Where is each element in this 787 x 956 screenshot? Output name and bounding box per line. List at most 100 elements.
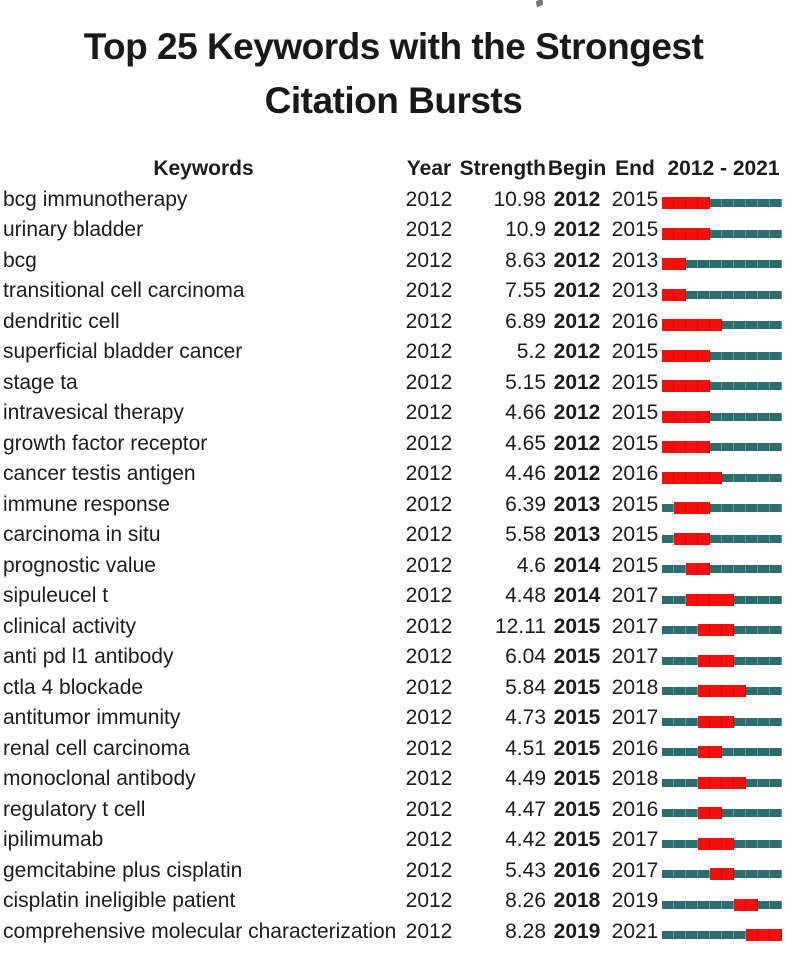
table-row: stage ta 2012 5.15 2012 2015: [0, 367, 787, 398]
strength-cell: 4.51: [505, 736, 546, 760]
timeline-bar: [662, 258, 782, 270]
strength-cell: 4.48: [505, 584, 546, 608]
begin-cell: 2018: [553, 889, 601, 913]
strength-cell: 5.15: [505, 370, 546, 394]
strength-cell: 4.66: [505, 401, 546, 425]
begin-cell: 2012: [553, 218, 601, 242]
burst-segment: [662, 380, 710, 392]
year-cell: 2012: [405, 584, 453, 608]
table-row: antitumor immunity 2012 4.73 2015 2017: [0, 703, 787, 734]
year-cell: 2012: [405, 553, 453, 577]
timeline-bar: [662, 929, 782, 941]
timeline-cell: [662, 184, 785, 215]
end-cell: 2015: [611, 340, 659, 364]
begin-cell: 2014: [553, 553, 601, 577]
timeline-bar: [662, 898, 782, 911]
year-cell: 2012: [405, 218, 453, 242]
burst-table: Keywords Year Strength Begin End 2012 - …: [0, 152, 787, 947]
table-row: sipuleucel t 2012 4.48 2014 2017: [0, 581, 787, 612]
timeline-bar: [662, 837, 782, 850]
burst-segment: [710, 868, 734, 880]
strength-cell: 8.26: [505, 889, 546, 913]
timeline-bar: [662, 776, 782, 789]
begin-cell: 2015: [553, 675, 601, 699]
strength-cell: 4.42: [505, 828, 546, 852]
begin-cell: 2012: [553, 309, 601, 333]
keyword-cell: sipuleucel t: [3, 584, 109, 608]
timeline-cell: [662, 367, 785, 398]
table-row: clinical activity 2012 12.11 2015 2017: [0, 611, 787, 642]
timeline-cell: [662, 764, 785, 795]
strength-cell: 6.39: [505, 492, 546, 516]
year-cell: 2012: [405, 279, 453, 303]
strength-cell: 5.58: [505, 523, 546, 547]
timeline-cell: [662, 550, 785, 581]
keyword-cell: carcinoma in situ: [3, 523, 161, 547]
year-cell: 2012: [405, 797, 453, 821]
keyword-cell: bcg: [3, 248, 37, 272]
timeline-cell: [662, 489, 785, 520]
end-cell: 2015: [611, 370, 659, 394]
table-body: bcg immunotherapy 2012 10.98 2012 2015 u…: [0, 184, 787, 947]
year-cell: 2012: [405, 187, 453, 211]
timeline-cell: [662, 733, 785, 764]
keyword-cell: urinary bladder: [3, 218, 144, 242]
strength-cell: 5.84: [505, 675, 546, 699]
keyword-cell: ipilimumab: [3, 828, 104, 852]
table-header-row: Keywords Year Strength Begin End 2012 - …: [0, 152, 787, 184]
keyword-cell: regulatory t cell: [3, 797, 146, 821]
timeline-bar: [662, 685, 782, 697]
begin-cell: 2015: [553, 736, 601, 760]
timeline-cell: [662, 825, 785, 856]
table-row: renal cell carcinoma 2012 4.51 2015 2016: [0, 733, 787, 764]
timeline-bar: [662, 197, 782, 209]
keyword-cell: comprehensive molecular characterization: [3, 919, 397, 943]
table-row: ipilimumab 2012 4.42 2015 2017: [0, 825, 787, 856]
table-row: dendritic cell 2012 6.89 2012 2016: [0, 306, 787, 337]
burst-segment: [698, 837, 734, 850]
timeline-cell: [662, 428, 785, 459]
begin-cell: 2012: [553, 187, 601, 211]
strength-cell: 4.65: [505, 431, 546, 455]
burst-segment: [734, 898, 758, 911]
timeline-cell: [662, 520, 785, 551]
burst-segment: [698, 776, 746, 789]
strength-cell: 4.6: [516, 553, 546, 577]
column-header-end: End: [615, 156, 655, 180]
strength-cell: 10.98: [493, 187, 546, 211]
timeline-bar: [662, 593, 782, 606]
year-cell: 2012: [405, 370, 453, 394]
strength-cell: 5.2: [516, 340, 546, 364]
keyword-cell: growth factor receptor: [3, 431, 208, 455]
table-row: urinary bladder 2012 10.9 2012 2015: [0, 215, 787, 246]
keyword-cell: monoclonal antibody: [3, 767, 196, 791]
begin-cell: 2012: [553, 401, 601, 425]
end-cell: 2021: [611, 919, 659, 943]
year-cell: 2012: [405, 706, 453, 730]
end-cell: 2017: [611, 858, 659, 882]
keyword-cell: gemcitabine plus cisplatin: [3, 858, 243, 882]
timeline-cell: [662, 276, 785, 307]
year-cell: 2012: [405, 431, 453, 455]
end-cell: 2015: [611, 218, 659, 242]
burst-segment: [698, 624, 734, 636]
table-row: carcinoma in situ 2012 5.58 2013 2015: [0, 520, 787, 551]
timeline-bar: [662, 532, 782, 545]
keyword-cell: superficial bladder cancer: [3, 340, 243, 364]
table-row: immune response 2012 6.39 2013 2015: [0, 489, 787, 520]
burst-segment: [662, 319, 722, 331]
end-cell: 2019: [611, 889, 659, 913]
keyword-cell: clinical activity: [3, 614, 137, 638]
keyword-cell: antitumor immunity: [3, 706, 181, 730]
table-row: bcg immunotherapy 2012 10.98 2012 2015: [0, 184, 787, 215]
strength-cell: 7.55: [505, 279, 546, 303]
end-cell: 2013: [611, 279, 659, 303]
begin-cell: 2015: [553, 706, 601, 730]
year-cell: 2012: [405, 340, 453, 364]
timeline-cell: [662, 611, 785, 642]
strength-cell: 4.73: [505, 706, 546, 730]
year-cell: 2012: [405, 858, 453, 882]
keyword-cell: renal cell carcinoma: [3, 736, 190, 760]
end-cell: 2018: [611, 767, 659, 791]
table-row: intravesical therapy 2012 4.66 2012 2015: [0, 398, 787, 429]
